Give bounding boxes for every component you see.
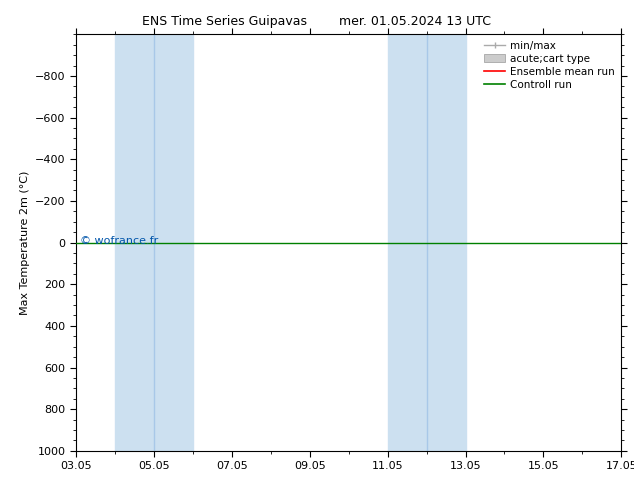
Bar — [387, 34, 465, 451]
Legend: min/max, acute;cart type, Ensemble mean run, Controll run: min/max, acute;cart type, Ensemble mean … — [480, 36, 619, 94]
Bar — [115, 34, 193, 451]
Text: ENS Time Series Guipavas        mer. 01.05.2024 13 UTC: ENS Time Series Guipavas mer. 01.05.2024… — [143, 15, 491, 28]
Text: © wofrance.fr: © wofrance.fr — [80, 236, 158, 245]
Y-axis label: Max Temperature 2m (°C): Max Temperature 2m (°C) — [20, 171, 30, 315]
